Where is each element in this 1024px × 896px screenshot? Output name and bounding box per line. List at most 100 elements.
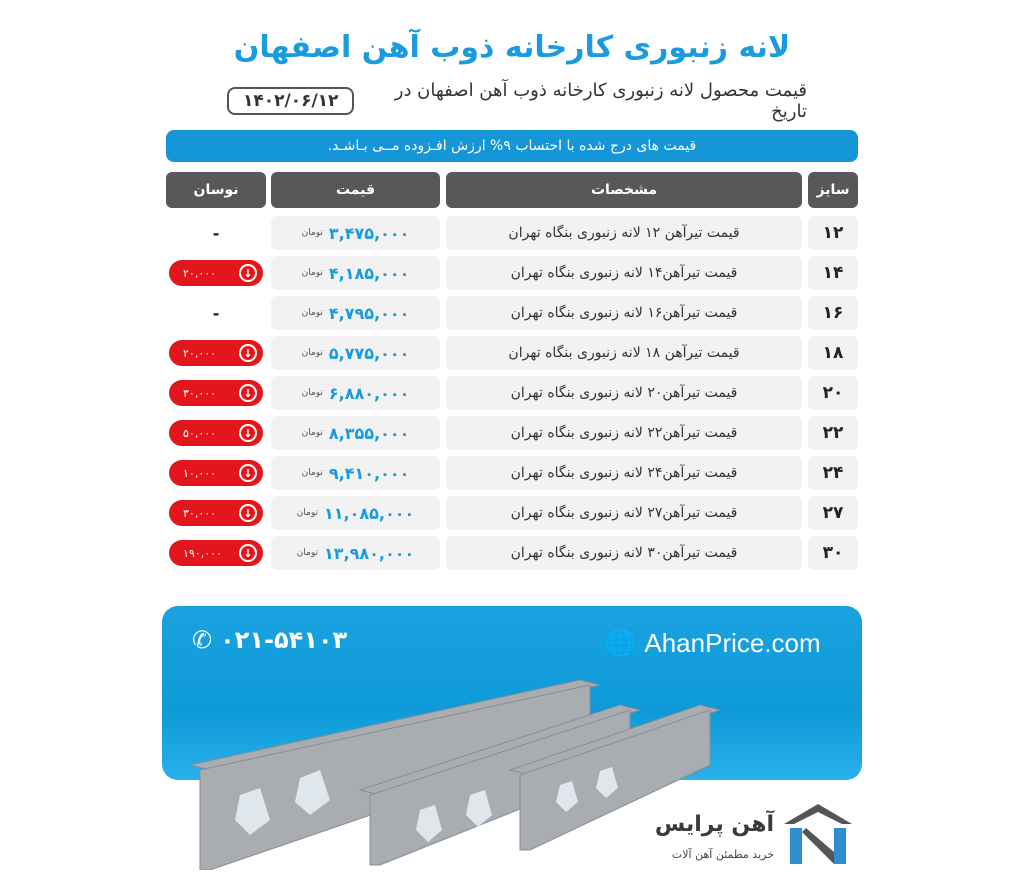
table-row: ۱۶ قیمت تیرآهن۱۶ لانه زنبوری بنگاه تهران… [166,296,858,330]
change-cell: ۱۹۰,۰۰۰ ↓ [166,536,266,570]
arrow-down-icon: ↓ [239,424,257,442]
table-row: ۳۰ قیمت تیرآهن۳۰ لانه زنبوری بنگاه تهران… [166,536,858,570]
change-value: ۳۰,۰۰۰ [183,506,217,520]
change-cell: ۳۰,۰۰۰ ↓ [166,496,266,530]
change-none: - [212,223,220,243]
phone-number: ۰۲۱-۵۴۱۰۳ [220,626,348,654]
table-row: ۱۸ قیمت تیرآهن ۱۸ لانه زنبوری بنگاه تهرا… [166,336,858,370]
logo-name: آهن پرایس [654,812,774,837]
size-cell: ۲۷ [808,496,858,530]
price-cell: تومان ۶,۸۸۰,۰۰۰ [271,376,440,410]
subtitle: قیمت محصول لانه زنبوری کارخانه ذوب آهن ا… [227,80,807,122]
table-header: سایز مشخصات قیمت نوسان [166,172,858,208]
size-cell: ۲۲ [808,416,858,450]
price-value: ۴,۱۸۵,۰۰۰ [328,263,410,283]
change-value: ۲۰,۰۰۰ [183,346,217,360]
price-cell: تومان ۵,۷۷۵,۰۰۰ [271,336,440,370]
price-cell: تومان ۳,۴۷۵,۰۰۰ [271,216,440,250]
price-cell: تومان ۴,۷۹۵,۰۰۰ [271,296,440,330]
arrow-down-icon: ↓ [239,344,257,362]
size-cell: ۲۴ [808,456,858,490]
honeycomb-beams-image [189,679,722,870]
date-badge: ۱۴۰۲/۰۶/۱۲ [227,87,355,115]
globe-icon: 🌐 [604,628,637,658]
change-value: ۵۰,۰۰۰ [183,426,217,440]
change-down-badge: ۲۰,۰۰۰ ↓ [169,260,263,286]
size-cell: ۱۸ [808,336,858,370]
arrow-down-icon: ↓ [239,464,257,482]
price-unit: تومان [301,468,323,478]
arrow-down-icon: ↓ [239,384,257,402]
vat-note: قیمت های درج شده با احتساب ۹% ارزش افـزو… [166,130,858,162]
price-unit: تومان [301,268,323,278]
change-cell: - [166,296,266,330]
arrow-down-icon: ↓ [239,544,257,562]
spec-cell[interactable]: قیمت تیرآهن۱۴ لانه زنبوری بنگاه تهران [446,256,802,290]
change-value: ۱۹۰,۰۰۰ [183,546,222,560]
spec-cell[interactable]: قیمت تیرآهن۱۶ لانه زنبوری بنگاه تهران [446,296,802,330]
header-change: نوسان [166,172,266,208]
size-cell: ۳۰ [808,536,858,570]
table-row: ۲۰ قیمت تیرآهن۲۰ لانه زنبوری بنگاه تهران… [166,376,858,410]
size-cell: ۱۶ [808,296,858,330]
change-value: ۲۰,۰۰۰ [183,266,217,280]
size-cell: ۱۴ [808,256,858,290]
change-down-badge: ۲۰,۰۰۰ ↓ [169,340,263,366]
price-unit: تومان [301,388,323,398]
spec-cell[interactable]: قیمت تیرآهن ۱۲ لانه زنبوری بنگاه تهران [446,216,802,250]
logo-tagline: خرید مطمئن آهن آلات [671,848,774,861]
size-cell: ۲۰ [808,376,858,410]
spec-cell[interactable]: قیمت تیرآهن۲۰ لانه زنبوری بنگاه تهران [446,376,802,410]
change-value: ۳۰,۰۰۰ [183,386,217,400]
spec-cell[interactable]: قیمت تیرآهن۲۴ لانه زنبوری بنگاه تهران [446,456,802,490]
website-link[interactable]: 🌐 AhanPrice.com [604,628,821,659]
website-text: AhanPrice.com [644,628,821,658]
header-price: قیمت [271,172,440,208]
price-value: ۹,۴۱۰,۰۰۰ [328,463,410,483]
change-cell: ۵۰,۰۰۰ ↓ [166,416,266,450]
change-none: - [212,303,220,323]
phone-icon: ✆ [192,626,213,654]
price-unit: تومان [301,228,323,238]
subtitle-text: قیمت محصول لانه زنبوری کارخانه ذوب آهن ا… [394,80,807,122]
change-down-badge: ۳۰,۰۰۰ ↓ [169,500,263,526]
change-cell: ۲۰,۰۰۰ ↓ [166,336,266,370]
table-row: ۲۲ قیمت تیرآهن۲۲ لانه زنبوری بنگاه تهران… [166,416,858,450]
spec-cell[interactable]: قیمت تیرآهن ۱۸ لانه زنبوری بنگاه تهران [446,336,802,370]
brand-logo: آهن پرایس خرید مطمئن آهن آلات [634,800,854,870]
page-title: لانه زنبوری کارخانه ذوب آهن اصفهان [233,30,791,65]
spec-cell[interactable]: قیمت تیرآهن۳۰ لانه زنبوری بنگاه تهران [446,536,802,570]
price-cell: تومان ۱۱,۰۸۵,۰۰۰ [271,496,440,530]
table-row: ۱۴ قیمت تیرآهن۱۴ لانه زنبوری بنگاه تهران… [166,256,858,290]
header-spec: مشخصات [446,172,802,208]
spec-cell[interactable]: قیمت تیرآهن۲۲ لانه زنبوری بنگاه تهران [446,416,802,450]
header-size: سایز [808,172,858,208]
price-cell: تومان ۱۳,۹۸۰,۰۰۰ [271,536,440,570]
price-cell: تومان ۸,۳۵۵,۰۰۰ [271,416,440,450]
change-cell: - [166,216,266,250]
price-unit: تومان [296,508,319,518]
change-cell: ۱۰,۰۰۰ ↓ [166,456,266,490]
change-cell: ۳۰,۰۰۰ ↓ [166,376,266,410]
size-cell: ۱۲ [808,216,858,250]
arrow-down-icon: ↓ [239,264,257,282]
spec-cell[interactable]: قیمت تیرآهن۲۷ لانه زنبوری بنگاه تهران [446,496,802,530]
price-value: ۴,۷۹۵,۰۰۰ [328,303,410,323]
price-cell: تومان ۹,۴۱۰,۰۰۰ [271,456,440,490]
price-value: ۳,۴۷۵,۰۰۰ [328,223,410,243]
change-value: ۱۰,۰۰۰ [183,466,217,480]
change-cell: ۲۰,۰۰۰ ↓ [166,256,266,290]
logo-mark-icon [784,804,852,864]
price-unit: تومان [296,548,319,558]
price-value: ۵,۷۷۵,۰۰۰ [328,343,410,363]
change-down-badge: ۱۹۰,۰۰۰ ↓ [169,540,263,566]
change-down-badge: ۳۰,۰۰۰ ↓ [169,380,263,406]
table-row: ۲۴ قیمت تیرآهن۲۴ لانه زنبوری بنگاه تهران… [166,456,858,490]
price-value: ۱۳,۹۸۰,۰۰۰ [324,543,415,563]
price-unit: تومان [301,308,323,318]
phone-contact[interactable]: ✆ ۰۲۱-۵۴۱۰۳ [192,626,347,654]
price-cell: تومان ۴,۱۸۵,۰۰۰ [271,256,440,290]
arrow-down-icon: ↓ [239,504,257,522]
price-value: ۸,۳۵۵,۰۰۰ [328,423,410,443]
change-down-badge: ۱۰,۰۰۰ ↓ [169,460,263,486]
